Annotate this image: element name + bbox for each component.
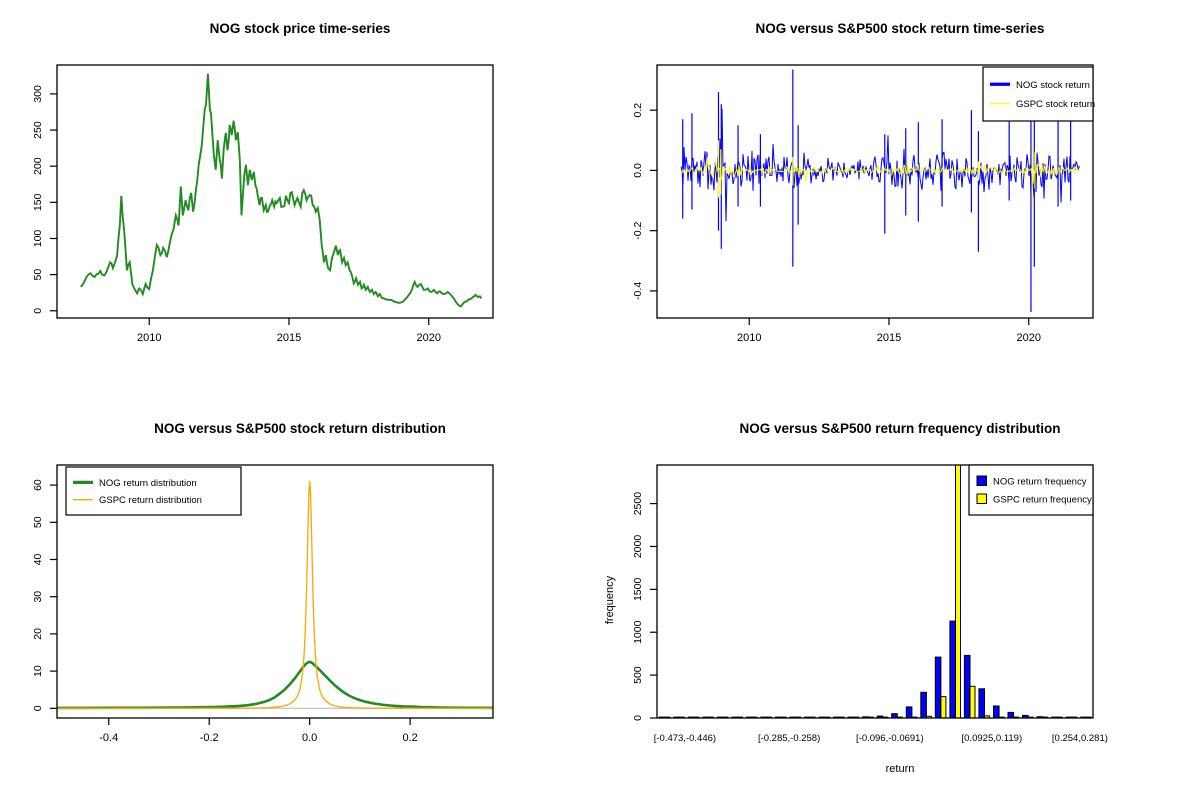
bin-label: [-0.096,-0.0691) [856, 733, 924, 744]
svg-text:2015: 2015 [877, 332, 901, 344]
svg-text:-0.2: -0.2 [632, 221, 644, 239]
plot-canvas-1: -0.4 -0.2 0.0 0.2 2010 2015 2020 NOG stock retu… [632, 64, 1095, 344]
svg-text:1500: 1500 [632, 578, 644, 602]
gspc-bar [940, 696, 947, 718]
plot-border [56, 464, 494, 719]
svg-text:20: 20 [32, 628, 44, 640]
svg-text:500: 500 [632, 666, 644, 684]
return-noise-line [680, 157, 1081, 184]
svg-text:2015: 2015 [277, 332, 301, 344]
nog-bar [934, 656, 942, 718]
nog-bar [978, 688, 985, 718]
svg-text:40: 40 [32, 554, 44, 566]
svg-text:-0.4: -0.4 [99, 732, 118, 744]
plot-border [656, 64, 1094, 319]
legend-label: GSPC stock return [1016, 99, 1095, 110]
svg-text:150: 150 [32, 193, 44, 211]
return-frequency-chart: 0 500 1000 1500 2000 2500 [-0.473,-0.446) [-0.2… [600, 400, 1200, 800]
svg-text:250: 250 [32, 121, 44, 139]
price-chart-title: NOG stock price time-series [209, 21, 391, 36]
bin-label: [0.0925,0.119) [962, 733, 1023, 744]
axes: 0 500 1000 1500 2000 2500 [-0.473,-0.446) [-0.2… [632, 492, 1108, 744]
svg-text:300: 300 [32, 85, 44, 103]
plot-canvas-0: 0 50 100 150 200 250 300 2010 2015 2020 [32, 64, 494, 344]
svg-text:50: 50 [32, 269, 44, 281]
nog-bar [891, 713, 898, 718]
svg-text:30: 30 [32, 591, 44, 603]
svg-text:2500: 2500 [632, 492, 644, 516]
density-curve [57, 660, 493, 710]
legend-label: GSPC return frequency [993, 495, 1092, 506]
gspc-bar [955, 465, 961, 718]
svg-text:2010: 2010 [137, 332, 161, 344]
return-chart-title: NOG versus S&P500 stock return time-seri… [755, 21, 1045, 36]
plot-border [56, 64, 494, 319]
nog-bar [963, 654, 971, 718]
plot-area [57, 480, 493, 710]
legend: NOG stock return GSPC stock return [982, 66, 1095, 122]
return-axis-label: return [885, 763, 915, 775]
axes: 0 10 20 30 40 50 60 -0.4 -0.2 0.0 0.2 [32, 479, 418, 744]
legend-square-swatch [976, 475, 987, 486]
return-timeseries-chart: -0.4 -0.2 0.0 0.2 2010 2015 2020 NOG stock retu… [600, 0, 1200, 400]
svg-text:0.0: 0.0 [302, 732, 317, 744]
svg-text:2010: 2010 [737, 332, 761, 344]
plot-area [80, 73, 483, 308]
svg-text:200: 200 [32, 157, 44, 175]
legend: NOG return distribution GSPC return distr… [65, 466, 242, 516]
gspc-bar [969, 685, 976, 718]
legend-label: NOG return distribution [99, 478, 197, 489]
plot-canvas-2: 0 10 20 30 40 50 60 -0.4 -0.2 0.0 0.2 NOG return di… [32, 464, 494, 744]
svg-text:2000: 2000 [632, 535, 644, 559]
nog-bar [920, 691, 927, 718]
nog-bar [949, 620, 956, 718]
bin-label: [0.254,0.281) [1052, 733, 1108, 744]
distribution-chart-title: NOG versus S&P500 stock return distribut… [154, 421, 446, 436]
axes: 0 50 100 150 200 250 300 2010 2015 2020 [32, 85, 441, 344]
svg-text:-0.4: -0.4 [632, 282, 644, 300]
svg-text:0.2: 0.2 [402, 732, 417, 744]
return-noise-line [680, 108, 1081, 222]
axes: -0.4 -0.2 0.0 0.2 2010 2015 2020 [632, 103, 1041, 344]
price-timeseries-chart: 0 50 100 150 200 250 300 2010 2015 2020 [0, 0, 600, 400]
svg-text:60: 60 [32, 479, 44, 491]
svg-text:0.0: 0.0 [632, 163, 644, 178]
svg-text:1000: 1000 [632, 620, 644, 644]
svg-text:0: 0 [32, 705, 44, 711]
svg-text:50: 50 [32, 516, 44, 528]
svg-text:0: 0 [632, 715, 644, 721]
legend-square-swatch [976, 493, 987, 504]
bin-label: [-0.285,-0.258) [758, 733, 820, 744]
nog-bar [905, 706, 913, 718]
svg-text:2020: 2020 [416, 332, 440, 344]
svg-text:0.2: 0.2 [632, 103, 644, 118]
svg-text:2020: 2020 [1016, 332, 1040, 344]
legend: NOG return frequency GSPC return frequenc… [968, 464, 1094, 516]
svg-text:0: 0 [32, 308, 44, 314]
svg-text:10: 10 [32, 665, 44, 677]
svg-text:100: 100 [32, 230, 44, 248]
frequency-axis-label: frequency [604, 575, 616, 625]
bin-label: [-0.473,-0.446) [654, 733, 716, 744]
legend-label: NOG stock return [1016, 80, 1090, 91]
plot-canvas-3: 0 500 1000 1500 2000 2500 [-0.473,-0.446) [-0.2… [632, 464, 1108, 744]
legend-label: NOG return frequency [993, 477, 1087, 488]
nog-bar [993, 705, 1000, 718]
price-line [80, 73, 483, 308]
plot-area [680, 69, 1081, 312]
frequency-chart-title: NOG versus S&P500 return frequency distr… [739, 421, 1061, 436]
svg-text:-0.2: -0.2 [200, 732, 219, 744]
return-distribution-chart: 0 10 20 30 40 50 60 -0.4 -0.2 0.0 0.2 NOG return di… [0, 400, 600, 800]
density-curve [57, 480, 493, 709]
plot-border [656, 464, 1094, 719]
legend-label: GSPC return distribution [99, 495, 202, 506]
nog-bar [1007, 711, 1015, 718]
